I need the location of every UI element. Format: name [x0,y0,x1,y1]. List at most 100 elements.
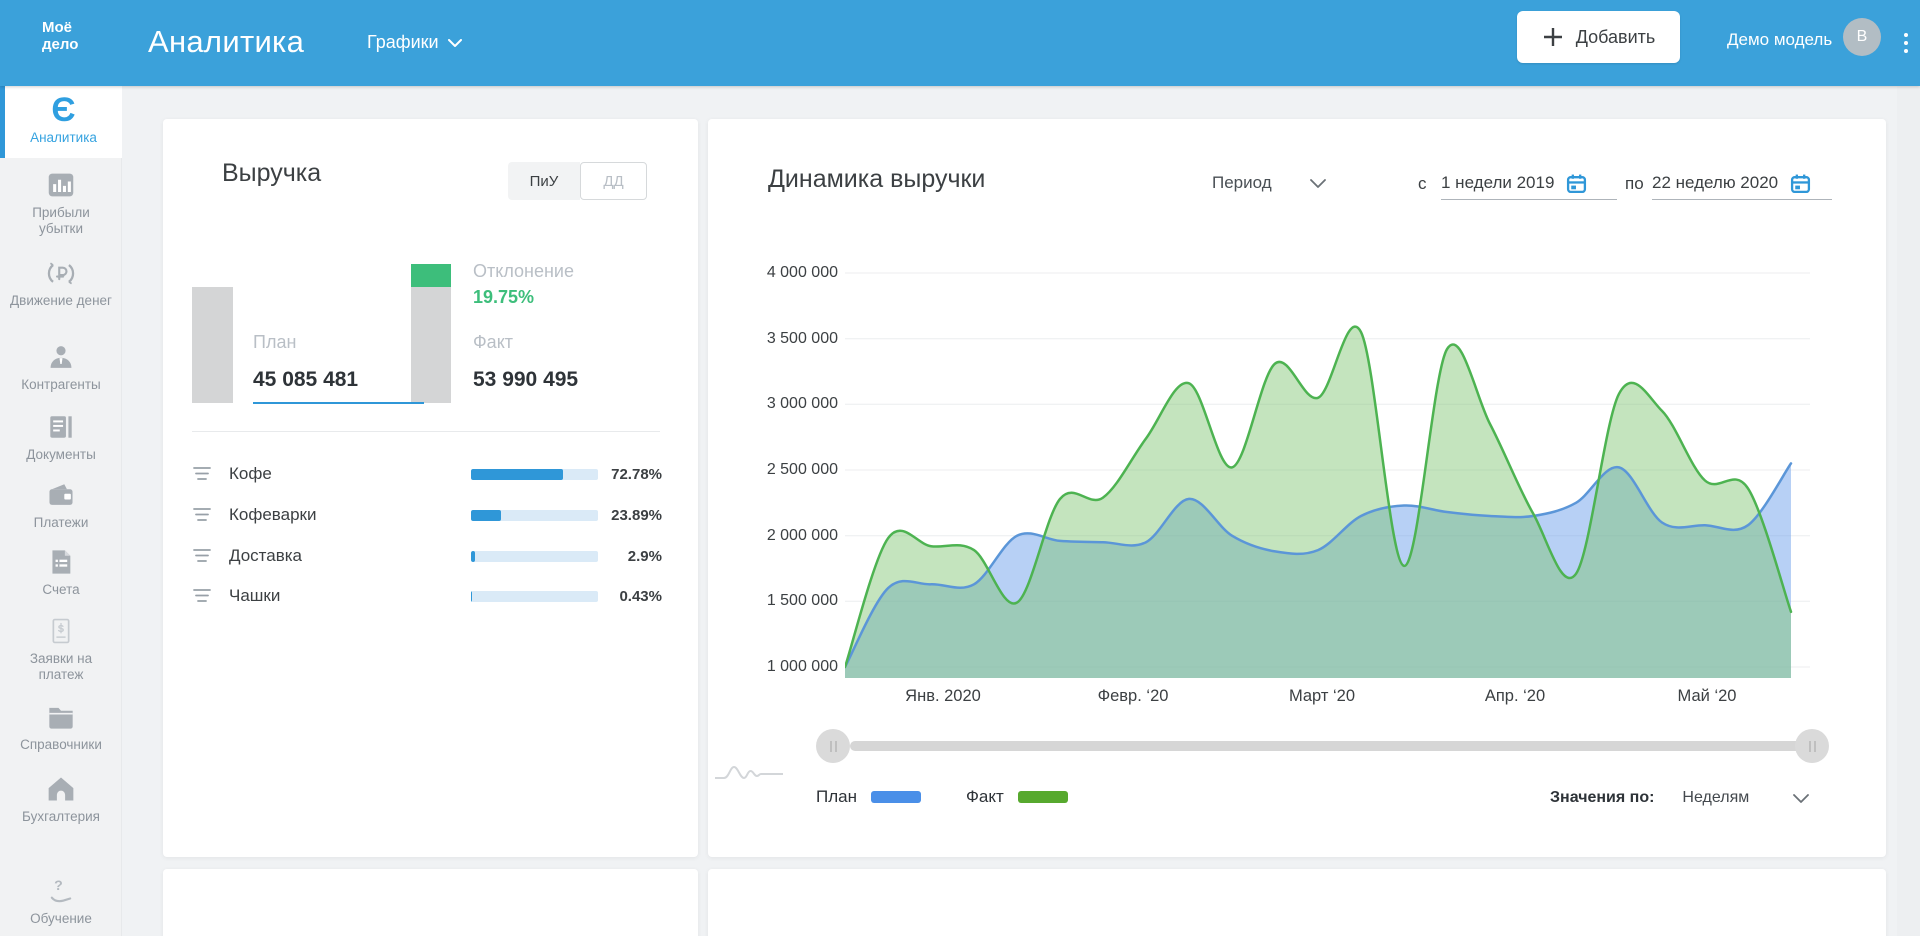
payments-icon [43,480,79,510]
range-slider-handle-left[interactable] [816,729,850,763]
sidebar-item-accounting[interactable]: Бухгалтерия [0,770,122,826]
legend-label: Факт [966,787,1004,806]
revenue-card-title: Выручка [222,159,322,187]
toggle-piu[interactable]: ПиУ [508,162,580,200]
date-to-label: по [1625,174,1644,193]
range-slider-track[interactable] [850,741,1812,751]
sidebar-item-training[interactable]: ? Обучение [0,872,122,932]
sidebar-item-label: Обучение [30,911,92,926]
category-row: Чашки 0.43% [192,582,662,612]
logo-line-2: дело [42,36,79,53]
fact-value: 53 990 495 [473,368,579,391]
date-to-value: 22 неделю 2020 [1652,173,1779,192]
next-card-right-stub [708,869,1886,936]
dynamics-card-title: Динамика выручки [768,165,986,193]
revenue-dynamics-card: Динамика выручки Период с 1 недели 2019 … [708,119,1886,857]
x-axis-label: Апр. ‘20 [1484,687,1546,705]
svg-text:?: ? [54,878,63,894]
category-progress-fill [471,551,475,562]
x-axis-labels: Янв. 2020 Февр. ‘20 Март ‘20 Апр. ‘20 Май ‘2… [845,687,1810,709]
vertical-scrollbar[interactable] [1897,86,1920,936]
category-name: Кофеварки [229,505,317,524]
page-title: Аналитика [148,24,305,59]
avatar[interactable]: B [1843,18,1881,56]
plus-icon [1543,28,1562,46]
report-type-toggle: ПиУ ДД [508,162,647,200]
fact-label: Факт [473,332,514,352]
documents-icon [43,412,79,442]
x-axis-label: Февр. ‘20 [1097,687,1169,705]
legend-swatch-plan [870,791,921,803]
y-tick-label: 2 000 000 [766,526,838,544]
filter-icon[interactable] [192,587,212,604]
category-progress-fill [471,591,472,602]
revenue-card: Выручка ПиУ ДД Отклонение 19.75% План 45… [163,119,698,857]
filter-icon[interactable] [192,465,212,482]
next-card-left-stub [163,869,698,936]
charts-dropdown[interactable]: Графики [367,32,462,53]
charts-dropdown-label: Графики [367,32,439,52]
category-progress-track [471,469,598,480]
sidebar-item-label: Движение денег [10,293,112,308]
legend-item-fact[interactable]: Факт [966,787,1068,807]
category-percent: 2.9% [627,548,662,565]
accounting-icon [43,774,79,804]
profit-loss-icon [43,170,79,200]
sidebar-item-label: Справочники [20,737,102,752]
plan-label: План [253,332,297,352]
plan-bar [192,287,233,403]
y-tick-label: 4 000 000 [766,264,838,281]
sidebar-item-counterparties[interactable]: Контрагенты [0,338,122,400]
legend-swatch-fact [1017,791,1068,803]
add-button[interactable]: Добавить [1517,11,1680,63]
payment-request-icon: S [43,616,79,646]
sidebar-item-label: Прибыли убытки [32,205,90,236]
category-progress-fill [471,510,502,521]
plan-value-field[interactable]: 45 085 481 [253,368,425,404]
directories-icon [43,702,79,732]
sidebar-item-money-flow[interactable]: Движение денег [0,252,122,336]
revenue-dynamics-chart [845,272,1810,678]
calendar-icon[interactable] [1566,173,1587,194]
sidebar-item-directories[interactable]: Справочники [0,698,122,754]
x-axis-label: Янв. 2020 [905,687,981,705]
sidebar-item-analytics[interactable]: Є Аналитика [0,86,122,158]
fact-bar [411,264,451,403]
filter-icon[interactable] [192,547,212,564]
calendar-icon[interactable] [1790,173,1811,194]
date-from-field[interactable]: 1 недели 2019 [1441,167,1617,200]
x-axis-label: Март ‘20 [1288,687,1356,705]
training-icon: ? [43,876,79,906]
legend-label: План [816,787,857,806]
zoom-preview-sparkline-icon [715,765,783,780]
category-percent: 0.43% [619,588,662,605]
range-slider-handle-right[interactable] [1795,729,1829,763]
filter-icon[interactable] [192,506,212,523]
category-row: Доставка 2.9% [192,542,662,572]
chevron-down-icon [1309,178,1326,188]
date-from-value: 1 недели 2019 [1441,173,1555,192]
sidebar-item-documents[interactable]: Документы [0,408,122,464]
money-flow-icon [43,258,79,288]
legend-item-plan[interactable]: План [816,787,921,807]
kebab-menu-icon[interactable] [1899,26,1913,60]
sidebar-item-payments[interactable]: Платежи [0,476,122,532]
y-tick-label: 2 500 000 [766,461,838,478]
moedelo-logo[interactable]: Моё дело [42,19,78,53]
account-name[interactable]: Демо модель [1727,30,1833,49]
toggle-dd[interactable]: ДД [580,162,647,200]
values-by-dropdown[interactable]: Неделям [1682,789,1750,806]
period-dropdown[interactable]: Период [1212,173,1326,193]
sidebar-item-profit-loss[interactable]: Прибыли убытки [0,164,122,244]
chevron-down-icon[interactable] [1793,793,1810,803]
sidebar-item-payment-requests[interactable]: S Заявки на платеж [0,610,122,690]
sidebar-item-invoices[interactable]: Счета [0,543,122,599]
category-name: Кофе [229,464,272,483]
category-name: Чашки [229,586,281,605]
chevron-down-icon [447,38,462,47]
values-by-label: Значения по: [1550,789,1655,806]
deviation-label: Отклонение [473,261,574,281]
date-to-field[interactable]: 22 неделю 2020 [1652,167,1832,200]
counterparties-icon [43,342,79,372]
